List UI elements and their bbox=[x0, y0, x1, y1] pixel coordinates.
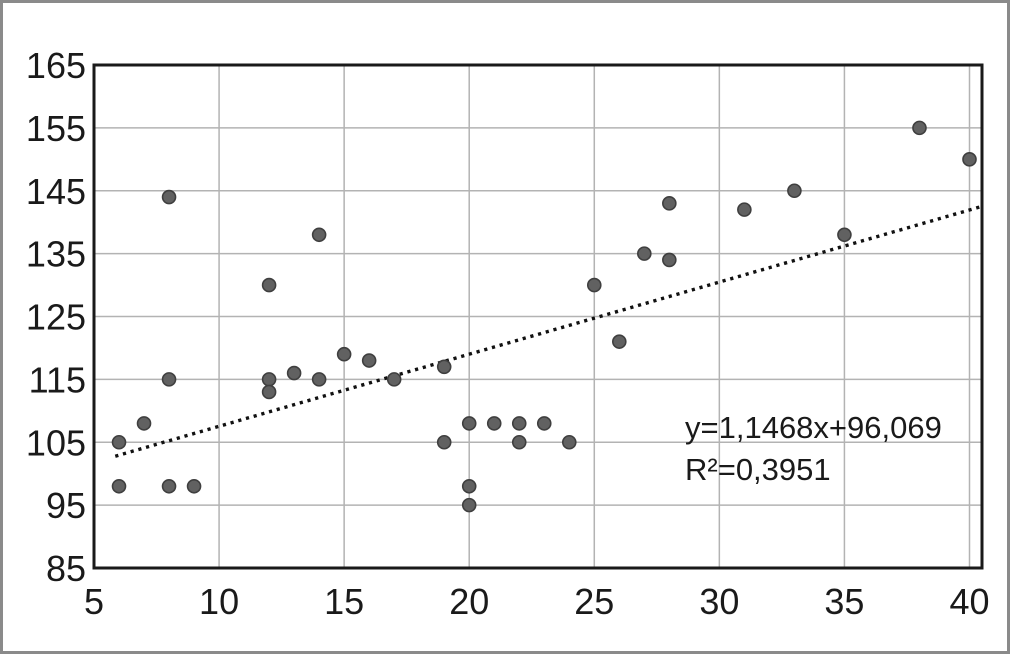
data-point bbox=[111, 434, 127, 450]
x-tick-label: 25 bbox=[574, 581, 614, 622]
data-point bbox=[737, 202, 752, 217]
trendline-annotation: y=1,1468x+96,069 R²=0,3951 bbox=[685, 407, 942, 491]
data-point bbox=[837, 227, 852, 243]
data-point bbox=[561, 434, 577, 450]
data-point bbox=[261, 372, 277, 387]
data-point bbox=[637, 246, 652, 261]
data-point bbox=[436, 434, 452, 450]
data-point bbox=[111, 478, 127, 494]
data-point bbox=[161, 189, 177, 205]
y-tick-label: 125 bbox=[26, 297, 86, 338]
data-point bbox=[461, 416, 477, 431]
data-point bbox=[611, 334, 627, 349]
data-point bbox=[311, 372, 327, 387]
data-point bbox=[962, 152, 977, 167]
data-point bbox=[912, 120, 927, 136]
x-tick-label: 15 bbox=[324, 581, 364, 622]
y-tick-label: 155 bbox=[26, 108, 86, 149]
data-point bbox=[536, 416, 552, 431]
x-tick-label: 35 bbox=[824, 581, 864, 622]
data-point bbox=[586, 277, 602, 293]
data-point bbox=[511, 434, 527, 450]
data-point bbox=[511, 416, 527, 431]
data-point bbox=[436, 359, 452, 375]
x-tick-label: 10 bbox=[199, 581, 239, 622]
y-tick-label: 95 bbox=[46, 485, 86, 526]
data-point bbox=[361, 353, 377, 368]
y-tick-label: 145 bbox=[26, 171, 86, 212]
data-point bbox=[662, 252, 677, 268]
data-point bbox=[461, 478, 477, 494]
data-point bbox=[486, 416, 502, 431]
scatter-chart: 5 10 15 20 25 30 35 40 85 95 105 115 125 135 145 155 165 bbox=[26, 45, 990, 622]
data-point bbox=[336, 346, 352, 362]
data-point bbox=[161, 372, 177, 387]
data-point bbox=[136, 416, 152, 431]
data-point bbox=[261, 384, 277, 400]
r-squared-text: R²=0,3951 bbox=[685, 452, 831, 487]
data-point bbox=[161, 478, 177, 494]
x-tick-label: 20 bbox=[449, 581, 489, 622]
y-tick-label: 105 bbox=[26, 422, 86, 463]
trendline-equation-text: y=1,1468x+96,069 bbox=[685, 410, 942, 445]
x-tick-label: 5 bbox=[84, 581, 104, 622]
y-tick-label: 165 bbox=[26, 45, 86, 86]
x-tick-label: 40 bbox=[949, 581, 989, 622]
plot-border bbox=[92, 63, 984, 570]
data-point bbox=[662, 196, 677, 211]
data-point bbox=[787, 183, 802, 199]
data-point bbox=[311, 227, 327, 243]
x-tick-label: 30 bbox=[699, 581, 739, 622]
trend-line bbox=[114, 204, 983, 458]
data-point bbox=[186, 478, 202, 494]
y-tick-label: 85 bbox=[46, 548, 86, 589]
data-point bbox=[261, 277, 277, 293]
data-point bbox=[461, 497, 477, 513]
data-point bbox=[386, 372, 402, 387]
data-point bbox=[286, 365, 302, 381]
y-tick-label: 135 bbox=[26, 234, 86, 275]
y-tick-label: 115 bbox=[29, 359, 86, 400]
